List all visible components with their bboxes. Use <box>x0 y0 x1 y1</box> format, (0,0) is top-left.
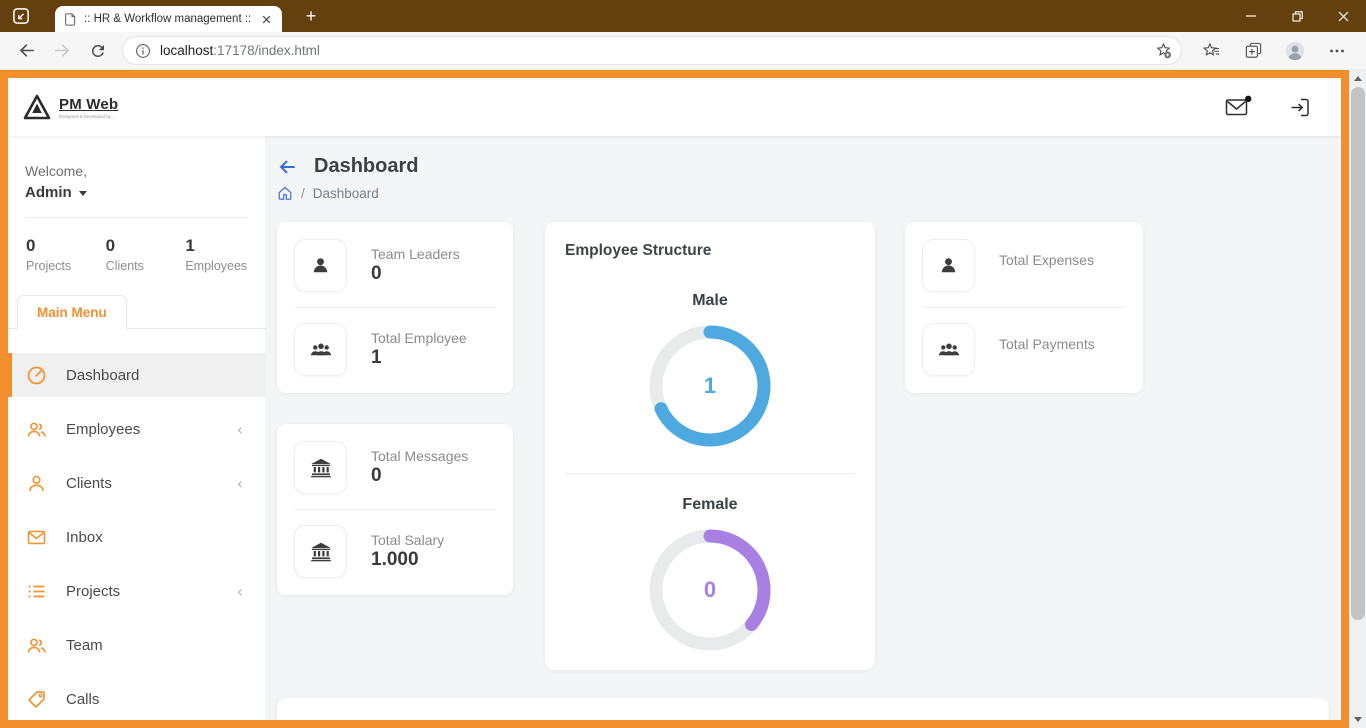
bottom-card-partial <box>277 698 1329 720</box>
page-title: Dashboard <box>314 155 419 177</box>
home-icon[interactable] <box>277 185 293 201</box>
forward-button[interactable] <box>47 36 77 66</box>
scroll-up-arrow[interactable] <box>1349 70 1366 87</box>
list-icon <box>25 581 47 602</box>
user-icon <box>922 239 975 292</box>
site-info-icon[interactable] <box>135 43 151 59</box>
breadcrumb-current: Dashboard <box>312 185 379 201</box>
url-text[interactable]: localhost:17178/index.html <box>160 43 1154 58</box>
browser-tab[interactable]: :: HR & Workflow management :: <box>55 6 282 32</box>
logo-triangle-icon <box>22 93 52 121</box>
mail-icon[interactable] <box>1225 95 1252 119</box>
stat-row-total-employee: Total Employee 1 <box>294 323 496 376</box>
web-page: PM Web Designed & Developed by ... Welco… <box>0 70 1349 728</box>
profile-avatar[interactable] <box>1280 36 1310 66</box>
tab-favicon-document-icon <box>63 12 78 27</box>
sidebar-item-calls[interactable]: Calls <box>8 677 265 720</box>
breadcrumb-separator: / <box>301 185 305 201</box>
tab-close-icon[interactable] <box>259 12 274 27</box>
tag-icon <box>25 689 47 710</box>
donut-female: Female 0 <box>565 496 855 653</box>
male-donut-chart: 1 <box>647 323 773 449</box>
window-close-button[interactable] <box>1320 0 1366 32</box>
female-donut-chart: 0 <box>647 527 773 653</box>
sidebar-item-dashboard[interactable]: Dashboard <box>8 353 265 397</box>
envelope-icon <box>25 527 47 548</box>
stat-clients: 0 Clients <box>105 236 144 273</box>
sidebar: Welcome, Admin 0 Projects 0 Clients <box>8 136 265 720</box>
user-icon <box>294 239 347 292</box>
refresh-button[interactable] <box>83 36 113 66</box>
card-expenses-payments: Total Expenses Total Payments <box>905 222 1143 393</box>
employee-structure-title: Employee Structure <box>565 242 712 259</box>
divider <box>25 217 248 218</box>
tab-actions-icon[interactable] <box>11 6 31 26</box>
stat-row-total-messages: Total Messages 0 <box>294 441 496 494</box>
sidebar-item-projects[interactable]: Projects ‹ <box>8 569 265 613</box>
scroll-down-arrow[interactable] <box>1349 711 1366 728</box>
collections-icon[interactable] <box>1238 36 1268 66</box>
chevron-left-icon: ‹ <box>236 473 243 493</box>
address-bar[interactable]: localhost:17178/index.html <box>122 36 1182 65</box>
sign-out-icon[interactable] <box>1288 96 1311 119</box>
app-header: PM Web Designed & Developed by ... <box>8 78 1341 136</box>
browser-navbar: localhost:17178/index.html <box>0 32 1366 70</box>
stat-row-team-leaders: Team Leaders 0 <box>294 239 496 292</box>
tab-main-menu[interactable]: Main Menu <box>17 295 127 329</box>
back-button[interactable] <box>11 36 41 66</box>
card-employee-structure: Employee Structure Male 1 <box>545 222 875 670</box>
users-icon <box>25 635 47 656</box>
notification-dot <box>1245 95 1252 102</box>
scrollbar-thumb[interactable] <box>1350 87 1365 620</box>
users-icon <box>294 323 347 376</box>
users-icon <box>922 323 975 376</box>
welcome-label: Welcome, <box>25 163 87 179</box>
user-dropdown[interactable]: Admin <box>25 184 265 201</box>
add-favorite-icon[interactable] <box>1154 41 1173 60</box>
divider <box>565 473 855 474</box>
stat-row-total-payments: Total Payments <box>922 323 1126 376</box>
brand-tagline: Designed & Developed by ... <box>59 113 117 119</box>
sidebar-item-employees[interactable]: Employees ‹ <box>8 407 265 451</box>
page-scrollbar[interactable] <box>1349 70 1366 728</box>
sidebar-item-inbox[interactable]: Inbox <box>8 515 265 559</box>
browser-titlebar: :: HR & Workflow management :: + <box>0 0 1366 32</box>
sidebar-item-team[interactable]: Team <box>8 623 265 667</box>
main-content: Dashboard / Dashboard <box>265 136 1341 720</box>
bank-icon <box>294 525 347 578</box>
window-minimize-button[interactable] <box>1228 0 1274 32</box>
browser-menu-icon[interactable] <box>1322 36 1352 66</box>
url-path: :17178/index.html <box>213 43 320 58</box>
card-messages-salary: Total Messages 0 Total Salary <box>277 424 513 595</box>
back-arrow-icon[interactable] <box>277 157 297 177</box>
tab-title: :: HR & Workflow management :: <box>84 13 252 25</box>
speedometer-icon <box>25 365 47 386</box>
stat-employees: 1 Employees <box>185 236 248 273</box>
favorites-icon[interactable] <box>1196 36 1226 66</box>
donut-male: Male 1 <box>565 292 855 449</box>
brand-logo[interactable]: PM Web Designed & Developed by ... <box>22 93 118 121</box>
url-host: localhost <box>160 43 214 58</box>
users-icon <box>25 419 47 440</box>
card-team-employee: Team Leaders 0 Total Employee <box>277 222 513 393</box>
stat-projects: 0 Projects <box>26 236 72 273</box>
stat-row-total-salary: Total Salary 1.000 <box>294 525 496 578</box>
sidebar-item-clients[interactable]: Clients ‹ <box>8 461 265 505</box>
chevron-left-icon: ‹ <box>236 581 243 601</box>
new-tab-button[interactable]: + <box>305 5 317 26</box>
user-icon <box>25 473 47 494</box>
caret-down-icon <box>78 191 87 196</box>
breadcrumb: / Dashboard <box>277 185 1341 201</box>
stat-row-total-expenses: Total Expenses <box>922 239 1126 292</box>
window-restore-button[interactable] <box>1274 0 1320 32</box>
brand-name: PM Web <box>59 95 119 113</box>
chevron-left-icon: ‹ <box>236 419 243 439</box>
bank-icon <box>294 441 347 494</box>
sidebar-stats: 0 Projects 0 Clients 1 Employees <box>26 236 265 273</box>
username: Admin <box>25 184 72 201</box>
